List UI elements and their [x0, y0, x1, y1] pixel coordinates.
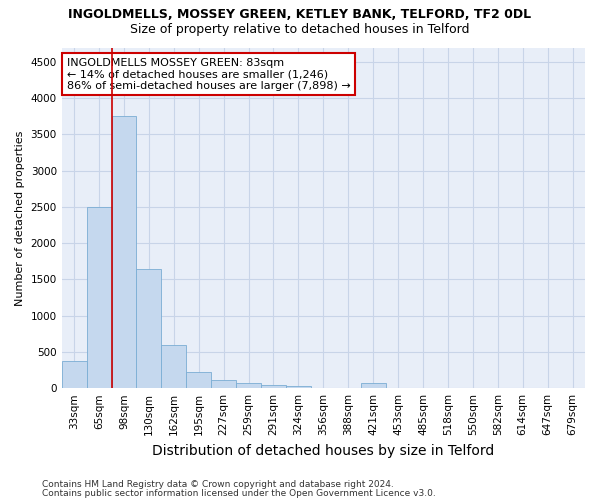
Text: Contains public sector information licensed under the Open Government Licence v3: Contains public sector information licen…: [42, 488, 436, 498]
Bar: [236, 384, 261, 388]
Bar: [361, 384, 386, 388]
Text: INGOLDMELLS, MOSSEY GREEN, KETLEY BANK, TELFORD, TF2 0DL: INGOLDMELLS, MOSSEY GREEN, KETLEY BANK, …: [68, 8, 532, 20]
Bar: [211, 380, 236, 388]
Y-axis label: Number of detached properties: Number of detached properties: [15, 130, 25, 306]
Bar: [261, 386, 286, 388]
X-axis label: Distribution of detached houses by size in Telford: Distribution of detached houses by size …: [152, 444, 494, 458]
Bar: [136, 268, 161, 388]
Bar: [112, 116, 136, 388]
Bar: [62, 361, 86, 388]
Bar: [86, 207, 112, 388]
Text: INGOLDMELLS MOSSEY GREEN: 83sqm
← 14% of detached houses are smaller (1,246)
86%: INGOLDMELLS MOSSEY GREEN: 83sqm ← 14% of…: [67, 58, 350, 91]
Text: Size of property relative to detached houses in Telford: Size of property relative to detached ho…: [130, 22, 470, 36]
Bar: [286, 386, 311, 388]
Text: Contains HM Land Registry data © Crown copyright and database right 2024.: Contains HM Land Registry data © Crown c…: [42, 480, 394, 489]
Bar: [186, 372, 211, 388]
Bar: [161, 344, 186, 388]
